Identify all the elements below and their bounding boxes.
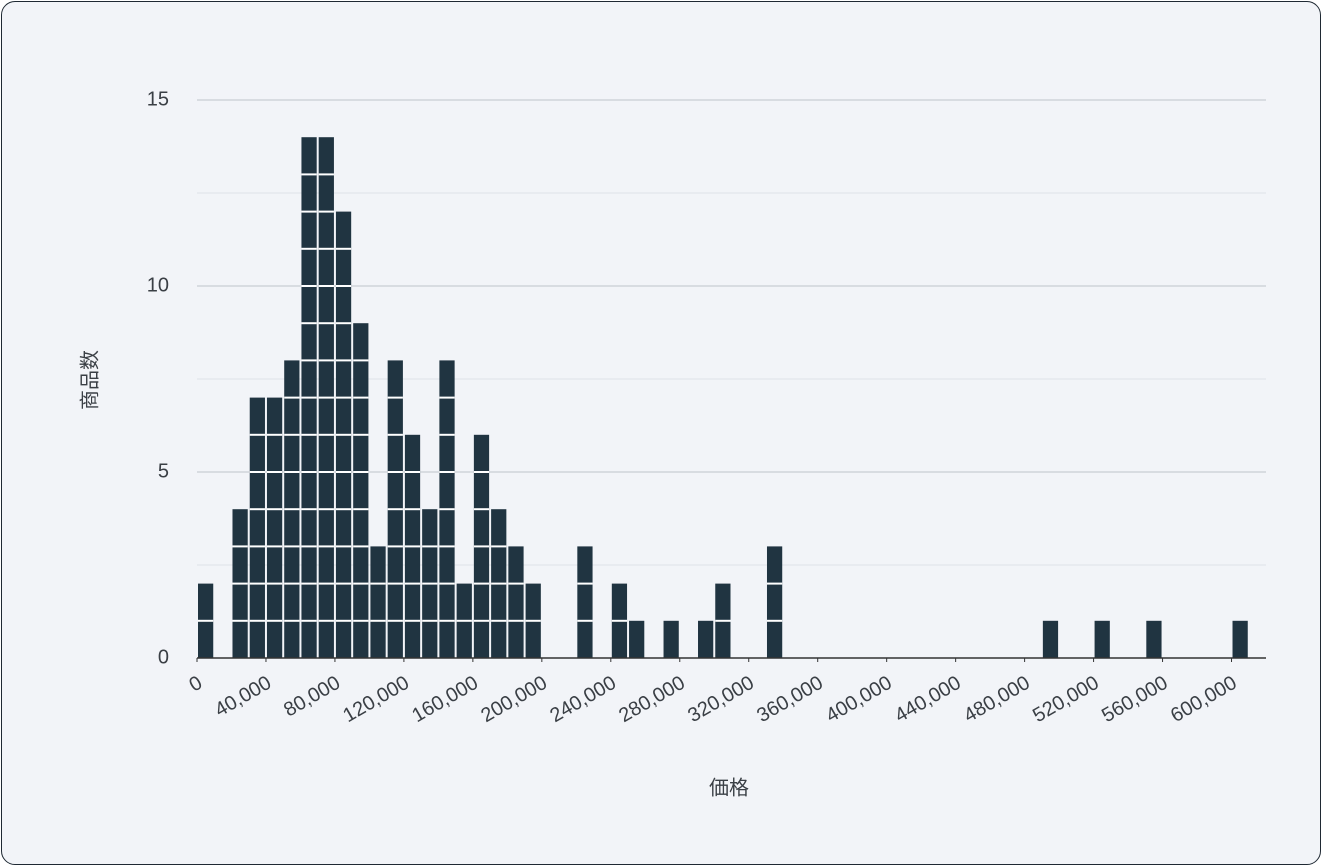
y-tick-label: 10	[147, 274, 169, 296]
x-tick-label: 320,000	[684, 672, 758, 727]
x-tick-label: 40,000	[211, 672, 275, 722]
x-tick-label: 160,000	[408, 672, 482, 727]
bar	[508, 546, 524, 658]
x-tick-label: 280,000	[615, 672, 689, 727]
bar	[766, 546, 783, 658]
x-tick-label: 480,000	[960, 672, 1034, 727]
bar	[370, 546, 386, 658]
bar	[698, 620, 714, 658]
x-tick-label: 200,000	[477, 672, 551, 727]
x-tick-label: 120,000	[339, 672, 413, 727]
bar	[353, 323, 369, 658]
y-tick-label: 15	[147, 88, 169, 110]
bar	[1094, 620, 1110, 658]
bar	[1232, 620, 1248, 658]
x-tick-label: 80,000	[280, 672, 344, 722]
y-tick-label: 5	[158, 460, 169, 482]
x-tick-label: 360,000	[753, 672, 827, 727]
x-tick-label: 440,000	[891, 672, 965, 727]
bar	[249, 397, 265, 658]
bar	[1146, 620, 1162, 658]
x-tick-label: 240,000	[546, 672, 620, 727]
x-tick-label: 0	[186, 672, 207, 697]
x-tick-label: 400,000	[822, 672, 896, 727]
x-tick-label: 560,000	[1098, 672, 1172, 727]
y-axis-label: 商品数	[78, 350, 101, 410]
bar	[577, 546, 593, 658]
x-tick-label: 520,000	[1029, 672, 1103, 727]
x-axis-label: 価格	[709, 776, 749, 799]
y-tick-label: 0	[158, 646, 169, 668]
x-tick-label: 600,000	[1167, 672, 1241, 727]
bar	[1042, 620, 1059, 658]
bar	[629, 620, 645, 658]
bar	[663, 620, 679, 658]
bar	[266, 397, 283, 658]
